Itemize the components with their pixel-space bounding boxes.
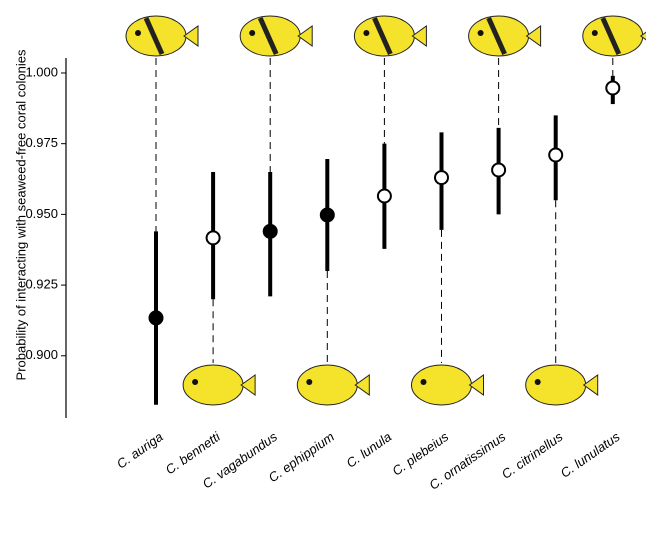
x-tick-label: C. lunulatus (558, 429, 623, 481)
fish-eye (534, 379, 541, 385)
y-tick-label: 0.900 (25, 347, 58, 362)
point (148, 310, 164, 326)
point (205, 230, 221, 246)
fish-eye (306, 379, 313, 385)
fish-illustration (411, 364, 472, 406)
fish-eye (591, 30, 598, 36)
fish-tail (525, 25, 542, 47)
fish-stripe (143, 16, 165, 56)
fish-stripe (372, 16, 393, 56)
fish-stripe (486, 16, 507, 56)
fish-eye (192, 379, 199, 385)
fish-eye (477, 30, 484, 36)
y-axis-label: Probability of interacting with seaweed-… (13, 49, 28, 380)
fish-tail (354, 374, 370, 396)
point (262, 223, 278, 239)
fish-tail (639, 31, 646, 41)
fish-tail (240, 374, 256, 396)
fish-tail (468, 374, 484, 396)
fish-tail (183, 25, 199, 47)
fish-stripe (600, 16, 622, 56)
fish-stripe (257, 16, 279, 56)
fish-illustration (182, 364, 244, 406)
fish-eye (420, 379, 427, 385)
y-tick-label: 0.950 (25, 206, 58, 221)
fish-tail (411, 25, 427, 47)
fish-eye (249, 30, 256, 36)
point (548, 147, 564, 163)
y-tick-label: 0.925 (25, 277, 58, 292)
point (491, 162, 507, 178)
fish-tail (297, 25, 313, 47)
point (605, 80, 621, 96)
fish-illustration (525, 364, 587, 406)
x-tick-label: C. citrinellus (499, 429, 566, 482)
fish-tail (582, 374, 599, 396)
fish-illustration (296, 364, 358, 406)
fish-eye (363, 30, 370, 36)
point (319, 207, 335, 223)
y-tick-label: 0.975 (25, 135, 58, 150)
x-tick-label: C. lunula (343, 429, 394, 471)
point (376, 188, 392, 204)
fish-eye (135, 30, 141, 36)
x-tick-label: C. auriga (114, 429, 166, 472)
point (434, 170, 449, 186)
y-tick-label: 1.000 (25, 64, 58, 79)
